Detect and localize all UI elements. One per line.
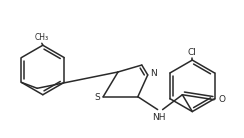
Text: S: S bbox=[94, 93, 100, 102]
Text: N: N bbox=[150, 69, 156, 78]
Text: Cl: Cl bbox=[188, 48, 197, 57]
Text: CH₃: CH₃ bbox=[35, 33, 49, 42]
Text: NH: NH bbox=[152, 113, 165, 122]
Text: O: O bbox=[218, 95, 225, 104]
